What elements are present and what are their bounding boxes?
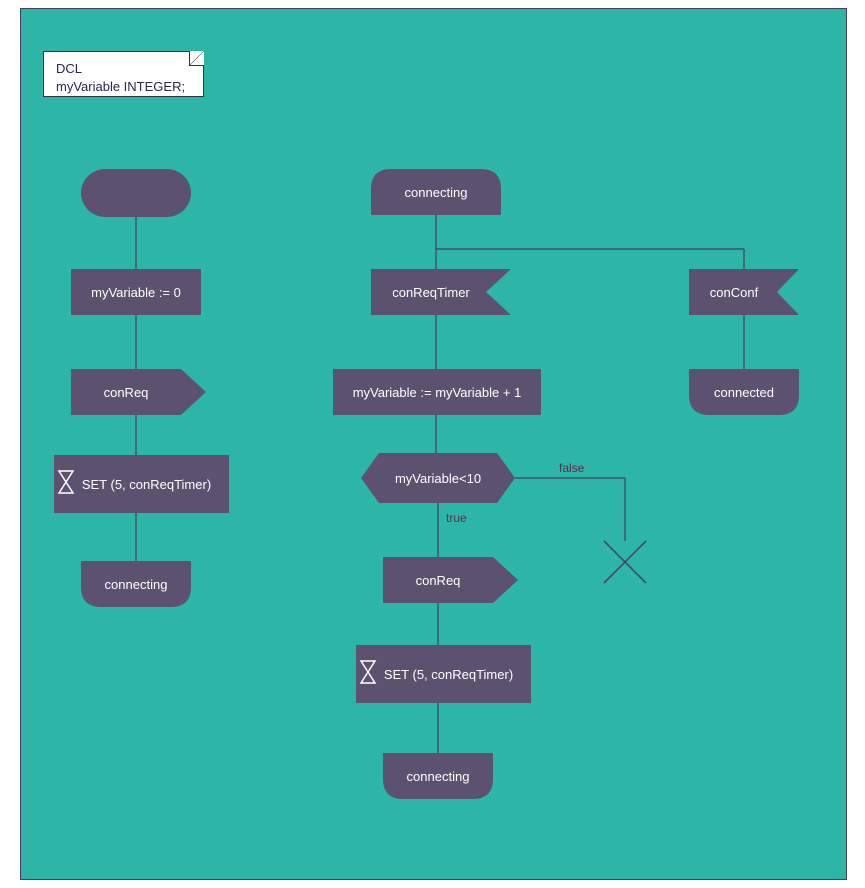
connectors: [21, 9, 846, 879]
diagram-canvas: DCL myVariable INTEGER; myVariable := 0 …: [0, 0, 865, 888]
true-label: true: [446, 511, 467, 525]
false-label: false: [559, 461, 584, 475]
diagram-frame: DCL myVariable INTEGER; myVariable := 0 …: [20, 8, 847, 880]
